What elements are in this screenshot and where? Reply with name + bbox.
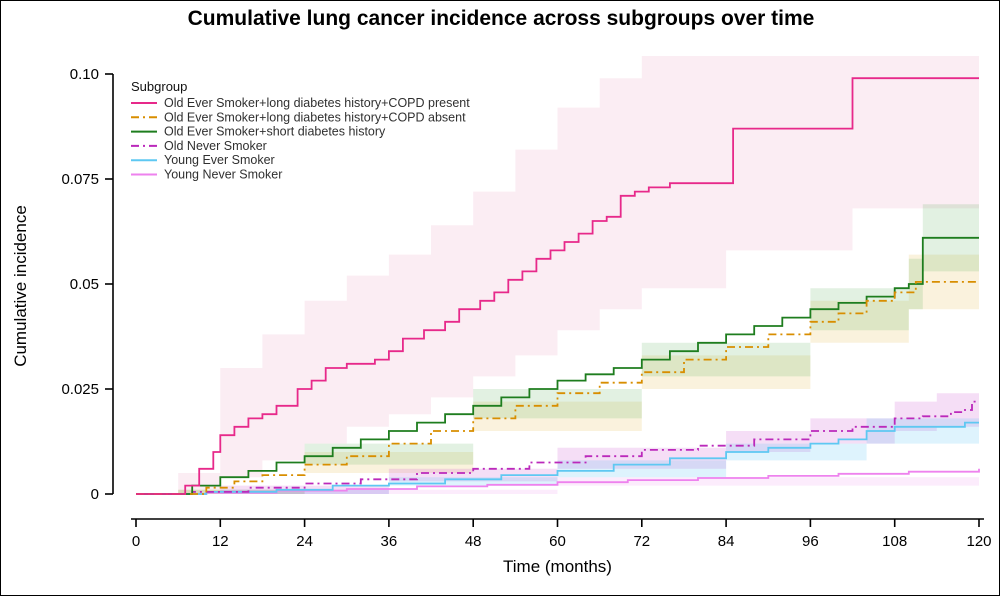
legend-label: Old Ever Smoker+long diabetes history+CO… [164,110,466,124]
series-line-4 [136,421,979,495]
legend-label: Old Never Smoker [164,139,267,153]
series-line-1 [136,281,979,495]
x-tick-label: 24 [296,533,313,550]
confidence-bands [178,56,980,494]
chart-title: Cumulative lung cancer incidence across … [187,7,815,30]
x-tick-label: 72 [633,533,650,550]
series-lines [136,77,980,495]
ci-band-4 [220,410,980,494]
legend-label: Old Ever Smoker+long diabetes history+CO… [164,96,470,110]
x-tick-label: 48 [465,533,482,550]
x-axis-label: Time (months) [503,557,612,576]
x-tick-label: 0 [132,533,140,550]
y-tick-label: 0.05 [70,276,99,293]
ci-band-5 [220,460,980,494]
x-tick-label: 60 [549,533,566,550]
series-line-0 [136,77,979,495]
x-tick-label: 120 [966,533,991,550]
legend-label: Old Ever Smoker+short diabetes history [164,125,386,139]
legend-label: Young Never Smoker [164,168,282,182]
legend: Subgroup Old Ever Smoker+long diabetes hi… [131,79,470,182]
legend-label: Young Ever Smoker [164,153,275,167]
series-line-2 [136,236,979,495]
x-tick-label: 96 [802,533,819,550]
x-tick-label: 12 [212,533,229,550]
x-tick-label: 108 [882,533,907,550]
ci-band-3 [220,376,980,494]
y-tick-label: 0 [91,486,99,503]
axes: 0 0.025 0.05 0.075 0.10 0 12 24 36 48 60 72 84 96 108 1… [61,66,991,550]
ci-band-0 [178,56,979,494]
series-line-3 [136,400,979,495]
y-tick-label: 0.025 [61,381,99,398]
y-tick-label: 0.10 [70,66,99,83]
legend-title: Subgroup [131,79,187,94]
x-tick-label: 84 [718,533,735,550]
y-tick-label: 0.075 [61,171,99,188]
x-tick-label: 36 [381,533,398,550]
